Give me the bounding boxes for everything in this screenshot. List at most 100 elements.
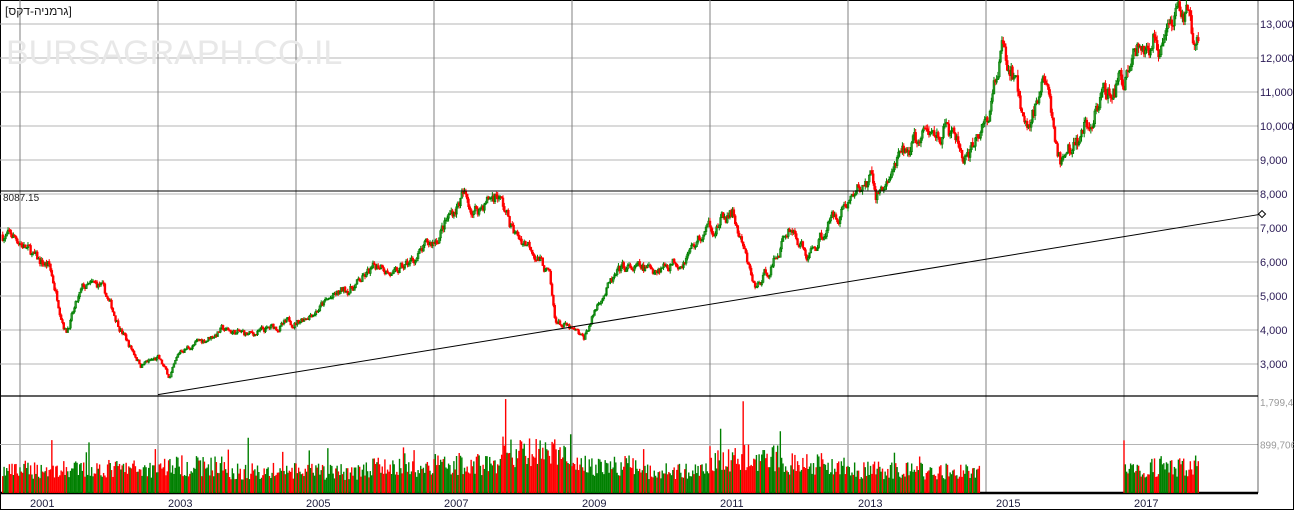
candle-body (533, 255, 537, 261)
candle-body (1019, 95, 1022, 109)
candle-body (381, 264, 384, 268)
candle-body (810, 247, 814, 250)
volume-bar (173, 473, 175, 493)
volume-bar (585, 472, 588, 493)
candle-body (910, 142, 913, 152)
volume-bar (729, 471, 731, 493)
volume-bar (494, 460, 496, 493)
candle-body (160, 359, 164, 365)
volume-bar (140, 469, 142, 493)
candle-body (548, 268, 551, 272)
candle-body (4, 235, 7, 240)
volume-bar (304, 468, 306, 493)
candle-body (952, 127, 956, 134)
volume-bar (175, 456, 178, 493)
volume-bar (503, 445, 506, 493)
candle-body (622, 262, 625, 268)
volume-bar (151, 465, 154, 493)
candle-body (1051, 112, 1054, 119)
volume-bar (312, 472, 314, 493)
volume-bar (552, 443, 555, 493)
volume-bar (117, 466, 119, 493)
candle-body (483, 203, 486, 211)
volume-bar (767, 467, 770, 493)
x-tick-label: 2003 (168, 498, 192, 510)
volume-bar (287, 472, 289, 493)
volume-bar (1184, 475, 1186, 493)
candle-body (423, 241, 426, 246)
volume-bar (847, 465, 849, 493)
candle-body (256, 330, 259, 336)
volume-bar (120, 469, 122, 493)
volume-bar (1156, 476, 1158, 493)
volume-bar (313, 475, 316, 493)
candle-body (1033, 103, 1037, 116)
volume-bar (934, 475, 937, 493)
candle-body (593, 310, 596, 316)
candle-body (1037, 96, 1041, 104)
volume-bar (772, 445, 775, 493)
candle-body (726, 215, 729, 223)
volume-bar (888, 477, 890, 493)
volume-bar (706, 471, 709, 493)
volume-bar (1152, 472, 1154, 493)
volume-bar (392, 460, 394, 493)
volume-bar (148, 467, 150, 493)
volume-bar (260, 477, 263, 493)
candle-body (942, 126, 945, 138)
volume-bar (790, 465, 792, 493)
volume-bar (53, 477, 56, 493)
candle-body (895, 157, 899, 166)
candle-body (124, 334, 128, 341)
volume-bar (224, 469, 227, 493)
candle-body (760, 282, 763, 286)
candle-body (826, 221, 830, 231)
volume-bar (418, 473, 421, 493)
candle-body (212, 337, 215, 339)
volume-bar (291, 467, 293, 493)
volume-bar (718, 460, 720, 493)
volume-bar (669, 473, 671, 493)
volume-bar (309, 467, 312, 493)
volume-bar (531, 454, 533, 493)
volume-bar (550, 463, 552, 493)
volume-bar (98, 464, 101, 493)
volume-bar (619, 475, 621, 493)
candle-body (646, 265, 649, 268)
candle-body (538, 257, 542, 262)
volume-bar (664, 473, 666, 493)
candle-body (956, 136, 960, 144)
volume-bar (776, 445, 779, 493)
candle-body (1006, 60, 1009, 71)
candle-body (193, 341, 197, 346)
candle-body (371, 262, 375, 269)
volume-bar (201, 476, 203, 493)
candle-body (1002, 40, 1005, 44)
candle-body (187, 346, 190, 349)
candle-body (781, 236, 785, 242)
volume-bar (700, 464, 702, 493)
volume-bar (928, 470, 930, 493)
volume-bar (703, 473, 706, 493)
volume-bar (179, 474, 182, 493)
volume-bar (824, 464, 827, 493)
volume-bar (209, 475, 211, 493)
volume-bar (942, 478, 945, 493)
volume-bar (656, 477, 658, 493)
volume-bar (725, 466, 727, 493)
volume-bar (670, 475, 673, 493)
volume-bar (146, 476, 149, 493)
volume-bar (692, 470, 694, 493)
candle-body (659, 267, 663, 273)
candle-body (361, 275, 364, 282)
volume-bar (1148, 474, 1150, 493)
candle-body (606, 282, 610, 289)
volume-bar (377, 457, 379, 493)
volume-bar (82, 462, 85, 493)
volume-bar (514, 467, 516, 493)
candle-body (264, 327, 267, 332)
volume-bar (79, 464, 81, 493)
volume-bar (364, 475, 366, 493)
candle-body (553, 305, 556, 318)
